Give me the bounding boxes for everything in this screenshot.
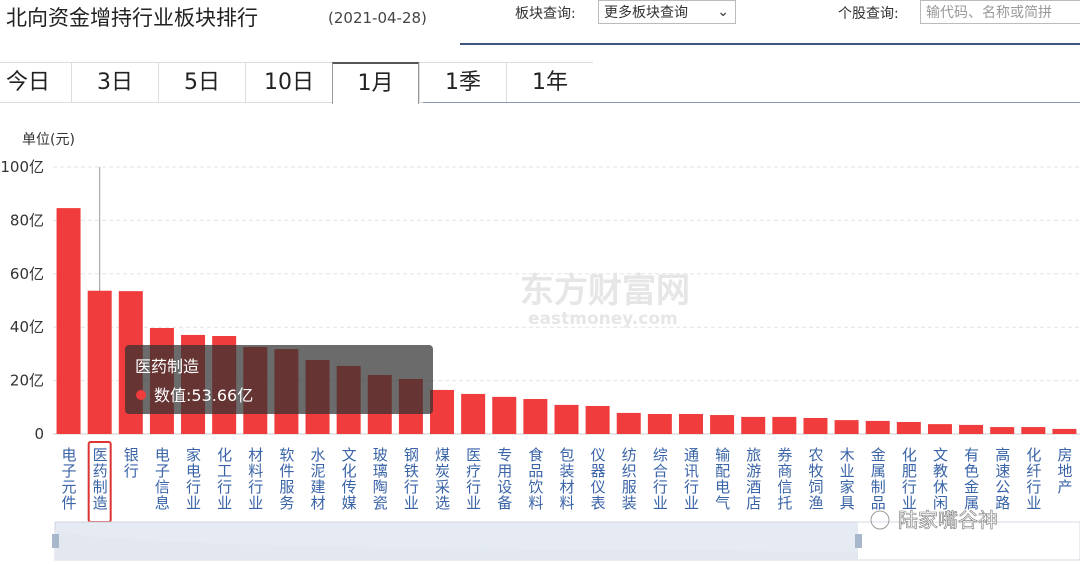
bar [896, 421, 921, 434]
bar [803, 417, 828, 434]
x-tick-label: 农牧饲渔 [806, 447, 824, 511]
watermark: eastmoney.com [528, 309, 678, 329]
x-tick-label: 木业家具 [838, 447, 856, 511]
x-tick-label: 通讯行业 [682, 447, 700, 511]
bar [461, 393, 486, 434]
bar [1021, 427, 1046, 434]
x-tick-label: 家电行业 [184, 447, 202, 511]
bar [678, 413, 703, 434]
tooltip-marker [136, 390, 146, 400]
stock-query-label: 个股查询: [838, 6, 899, 22]
tab-rule [423, 102, 1080, 103]
x-tick-label: 有色金属 [962, 447, 980, 511]
sector-select[interactable]: 更多板块查询 ⌄ [598, 0, 736, 24]
bar [959, 424, 984, 434]
x-tick-label: 钢铁行业 [402, 447, 420, 511]
tab[interactable]: 今日 [0, 62, 71, 103]
x-tick-label: 输配电气 [713, 447, 731, 511]
x-tick-label: 纺织服装 [620, 447, 638, 511]
y-tick-label: 20亿 [10, 372, 44, 390]
x-tick-label: 包装材料 [558, 447, 576, 511]
tooltip-text: 数值:53.66亿 [154, 386, 253, 405]
x-tick-label: 文教休闲 [931, 447, 949, 511]
x-tick-label: 仪器仪表 [589, 447, 607, 511]
bar [554, 404, 579, 434]
x-tick-label: 银行 [122, 447, 140, 479]
watermark: 东方财富网 [520, 271, 690, 311]
bar [834, 420, 859, 434]
bar [616, 412, 641, 434]
tab[interactable]: 1年 [506, 62, 593, 103]
x-tick-label: 综合行业 [651, 447, 669, 511]
x-tick-label: 文化传媒 [340, 447, 358, 511]
tab[interactable]: 5日 [158, 62, 245, 103]
stock-input[interactable]: 输代码、名称或简拼 [920, 0, 1080, 24]
tab[interactable]: 10日 [245, 62, 332, 103]
x-tick-label: 玻璃陶瓷 [371, 447, 389, 511]
unit-label: 单位(元) [22, 132, 75, 148]
x-tick-label: 旅游酒店 [744, 447, 762, 511]
x-tick-label: 化纤行业 [1024, 447, 1042, 511]
y-tick-label: 80亿 [10, 211, 44, 229]
x-tick-label: 电子信息 [153, 447, 171, 511]
x-tick-label: 材料行业 [246, 447, 264, 511]
x-tick-label: 医疗行业 [464, 447, 482, 511]
y-tick-label: 40亿 [10, 318, 44, 336]
x-tick-label: 医药制造 [91, 447, 109, 511]
x-tick-label: 金属制品 [869, 447, 887, 511]
watermark-icon [870, 510, 890, 530]
bar [1052, 428, 1077, 434]
x-tick-label: 高速公路 [993, 447, 1011, 511]
x-tick-label: 食品饮料 [526, 447, 544, 511]
x-tick-label: 房地产 [1055, 447, 1073, 495]
sector-query-label: 板块查询: [515, 6, 576, 22]
bar [492, 396, 517, 434]
tooltip-box [125, 345, 433, 414]
bar [865, 420, 890, 434]
tooltip-title: 医药制造 [135, 357, 199, 376]
sector-select-text: 更多板块查询 [604, 5, 688, 21]
page-title: 北向资金增持行业板块排行 [6, 6, 258, 30]
bar [710, 415, 735, 434]
dropdown-arrow: ⌄ [717, 4, 729, 20]
x-tick-label: 煤炭采选 [433, 447, 451, 511]
header-rule [460, 43, 1080, 45]
x-tick-label: 水泥建材 [309, 447, 327, 511]
bar [772, 416, 797, 434]
bar [56, 208, 81, 434]
bar [87, 290, 112, 434]
date: (2021-04-28) [328, 9, 427, 27]
bar [741, 416, 766, 434]
x-tick-label: 专用设备 [495, 447, 513, 511]
zoom-preview [55, 530, 858, 560]
zoom-handle [52, 534, 59, 548]
tab[interactable]: 3日 [71, 62, 158, 103]
watermark: 陆家嘴谷神 [898, 508, 998, 532]
y-tick-label: 60亿 [10, 265, 44, 283]
y-tick-label: 100亿 [0, 158, 44, 176]
x-tick-label: 化肥行业 [900, 447, 918, 511]
tab-bar: 今日 3日 5日 10日 1月 1季 1年 [0, 62, 593, 104]
bar [585, 405, 610, 434]
x-tick-label: 化工行业 [215, 447, 233, 511]
bar [523, 399, 548, 434]
bar [927, 424, 952, 434]
bar [430, 389, 455, 434]
tab[interactable]: 1季 [419, 62, 506, 103]
x-tick-label: 电子元件 [60, 447, 78, 511]
x-tick-label: 券商信托 [775, 447, 793, 511]
tab[interactable]: 1月 [332, 62, 419, 104]
bar [990, 427, 1015, 434]
zoom-handle [855, 534, 862, 548]
x-tick-label: 软件服务 [277, 447, 295, 511]
bar [647, 413, 672, 434]
y-tick-label: 0 [34, 425, 44, 443]
